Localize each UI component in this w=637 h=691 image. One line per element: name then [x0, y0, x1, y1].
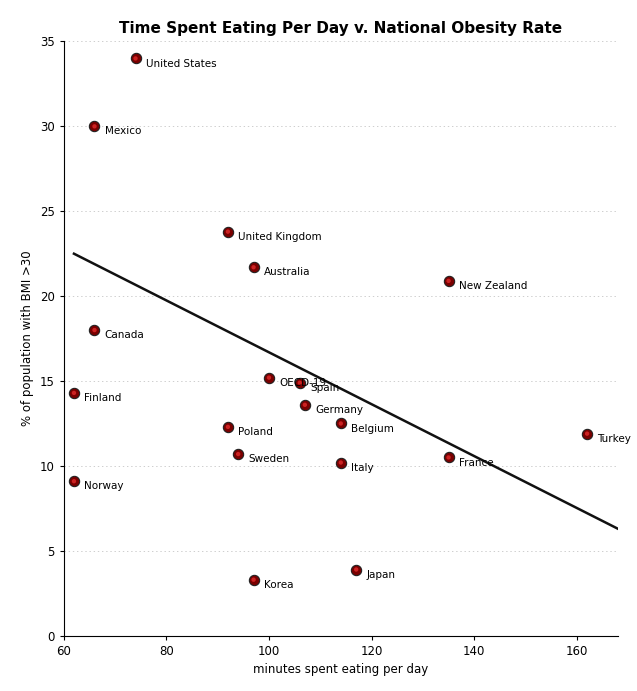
Point [351, 564, 361, 575]
Point [233, 448, 243, 460]
Point [351, 564, 361, 575]
Point [264, 372, 274, 384]
Point [69, 475, 79, 486]
Point [233, 448, 243, 460]
Point [89, 121, 99, 132]
Point [131, 53, 141, 64]
Text: Sweden: Sweden [248, 454, 290, 464]
Point [336, 418, 346, 429]
Point [248, 262, 259, 273]
Text: Australia: Australia [264, 267, 310, 277]
Text: United Kingdom: United Kingdom [238, 231, 322, 242]
Text: Belgium: Belgium [351, 424, 394, 433]
X-axis label: minutes spent eating per day: minutes spent eating per day [253, 663, 429, 676]
Point [443, 452, 454, 463]
Point [443, 275, 454, 286]
Text: Korea: Korea [264, 580, 293, 590]
Point [69, 475, 79, 486]
Text: Mexico: Mexico [104, 126, 141, 136]
Text: Norway: Norway [84, 482, 124, 491]
Text: France: France [459, 457, 494, 468]
Point [223, 226, 233, 237]
Text: United States: United States [146, 59, 217, 68]
Text: OECD-19: OECD-19 [279, 378, 326, 388]
Point [443, 275, 454, 286]
Text: New Zealand: New Zealand [459, 281, 527, 291]
Text: Finland: Finland [84, 393, 122, 403]
Point [248, 262, 259, 273]
Point [223, 226, 233, 237]
Title: Time Spent Eating Per Day v. National Obesity Rate: Time Spent Eating Per Day v. National Ob… [119, 21, 562, 36]
Point [582, 428, 592, 439]
Point [264, 372, 274, 384]
Point [300, 399, 310, 410]
Point [223, 422, 233, 433]
Point [89, 325, 99, 336]
Point [223, 422, 233, 433]
Point [89, 121, 99, 132]
Point [248, 574, 259, 585]
Text: Turkey: Turkey [598, 434, 631, 444]
Text: Canada: Canada [104, 330, 145, 340]
Text: Poland: Poland [238, 427, 273, 437]
Text: Japan: Japan [366, 569, 396, 580]
Text: Italy: Italy [351, 463, 374, 473]
Text: Germany: Germany [315, 405, 363, 415]
Point [248, 574, 259, 585]
Point [295, 377, 305, 388]
Point [89, 325, 99, 336]
Point [300, 399, 310, 410]
Point [69, 388, 79, 399]
Point [69, 388, 79, 399]
Y-axis label: % of population with BMI >30: % of population with BMI >30 [21, 251, 34, 426]
Point [443, 452, 454, 463]
Point [582, 428, 592, 439]
Point [336, 457, 346, 468]
Point [295, 377, 305, 388]
Point [336, 418, 346, 429]
Point [131, 53, 141, 64]
Text: Spain: Spain [310, 383, 340, 392]
Point [336, 457, 346, 468]
